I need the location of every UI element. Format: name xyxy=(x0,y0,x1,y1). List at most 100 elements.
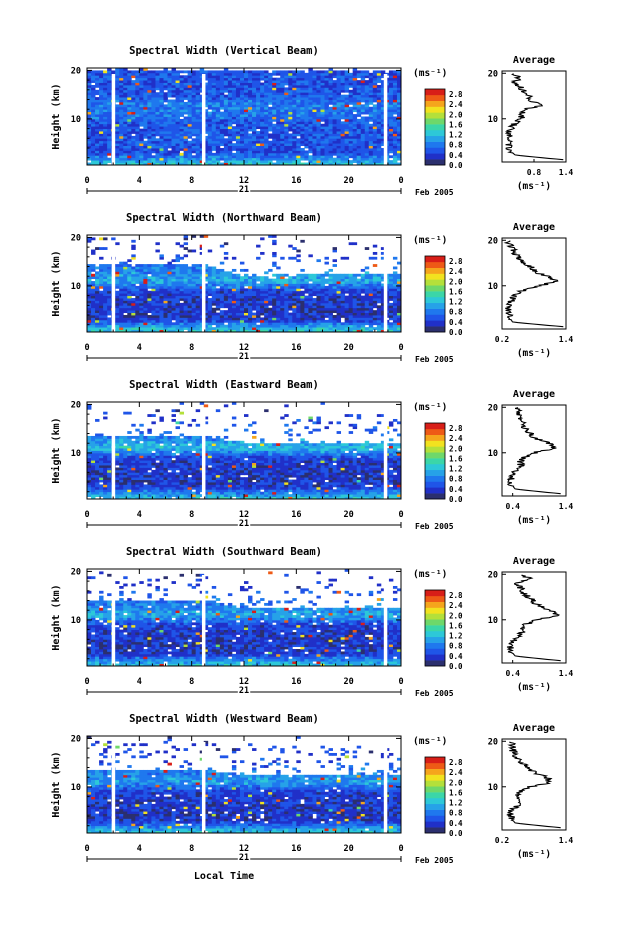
heatmap-cell xyxy=(199,135,205,139)
heatmap-cell xyxy=(260,160,265,163)
heatmap-cell xyxy=(304,72,309,76)
heatmap-cell xyxy=(288,94,293,98)
heatmap-cell xyxy=(159,109,164,113)
heatmap-cell xyxy=(139,133,144,137)
heatmap-cell xyxy=(332,89,337,93)
heatmap-cell xyxy=(368,322,374,326)
heatmap-cell xyxy=(199,87,205,91)
heatmap-cell xyxy=(284,160,289,163)
heatmap-cell xyxy=(171,92,176,96)
heatmap-cell xyxy=(227,295,233,299)
heatmap-cell xyxy=(288,77,293,81)
heatmap-cell xyxy=(284,327,289,330)
heatmap-cell xyxy=(155,319,160,323)
heatmap-cell xyxy=(256,310,261,313)
heatmap-cell xyxy=(372,97,378,100)
heatmap-cell xyxy=(308,77,313,81)
heatmap-cell xyxy=(364,152,370,156)
heatmap-cell xyxy=(135,145,140,149)
heatmap-cell xyxy=(207,293,213,297)
heatmap-cell xyxy=(139,104,144,108)
heatmap-cell xyxy=(95,317,100,321)
heatmap-cell xyxy=(280,114,285,117)
heatmap-cell xyxy=(304,278,309,282)
heatmap-cell xyxy=(191,148,197,151)
heatmap-cell xyxy=(364,319,370,323)
heatmap-cell xyxy=(376,89,382,93)
heatmap-cell xyxy=(348,298,354,301)
heatmap-cell xyxy=(344,319,350,323)
heatmap-cell xyxy=(300,281,305,284)
heatmap-cell xyxy=(372,264,378,267)
heatmap-cell xyxy=(127,121,132,125)
heatmap-cell xyxy=(207,80,213,83)
heatmap-cell xyxy=(328,327,333,330)
heatmap-cell xyxy=(223,300,229,304)
heatmap-cell xyxy=(300,317,305,321)
heatmap-cell xyxy=(280,84,285,88)
heatmap-cell xyxy=(268,312,273,316)
heatmap-cell xyxy=(252,298,257,301)
heatmap-cell xyxy=(252,75,257,79)
heatmap-cell xyxy=(159,104,164,108)
heatmap-cell xyxy=(203,312,209,316)
heatmap-cell xyxy=(288,307,293,311)
heatmap-cell xyxy=(195,70,201,74)
heatmap-cell xyxy=(312,77,317,81)
heatmap-cell xyxy=(179,152,185,156)
heatmap-cell xyxy=(107,131,112,134)
heatmap-cell xyxy=(336,114,342,117)
heatmap-cell xyxy=(183,118,189,122)
heatmap-cell xyxy=(163,77,168,81)
heatmap-cell xyxy=(276,104,281,108)
heatmap-cell xyxy=(344,290,350,294)
heatmap-cell xyxy=(87,329,92,333)
heatmap-cell xyxy=(360,150,366,154)
heatmap-cell xyxy=(244,305,249,309)
heatmap-cell xyxy=(235,92,241,96)
heatmap-cell xyxy=(239,162,245,166)
heatmap-cell xyxy=(244,278,249,282)
heatmap-cell xyxy=(215,327,221,330)
heatmap-cell xyxy=(191,111,197,115)
heatmap-cell xyxy=(131,273,136,277)
heatmap-cell xyxy=(380,97,386,100)
heatmap-cell xyxy=(123,145,128,149)
heatmap-cell xyxy=(203,128,209,132)
heatmap-cell xyxy=(107,70,112,74)
heatmap-cell xyxy=(159,307,164,311)
heatmap-cell xyxy=(324,155,329,159)
heatmap-cell xyxy=(167,150,172,154)
heatmap-cell xyxy=(203,101,209,105)
heatmap-cell xyxy=(260,317,265,321)
heatmap-cell xyxy=(231,116,237,120)
heatmap-cell xyxy=(119,276,124,280)
heatmap-cell xyxy=(155,152,160,156)
heatmap-cell xyxy=(244,106,249,110)
heatmap-cell xyxy=(211,72,217,76)
heatmap-cell xyxy=(340,290,346,294)
heatmap-cell xyxy=(268,293,273,297)
heatmap-cell xyxy=(87,116,92,120)
heatmap-cell xyxy=(239,293,245,297)
heatmap-cell xyxy=(376,121,382,125)
heatmap-cell xyxy=(376,319,382,323)
heatmap-cell xyxy=(364,283,370,287)
heatmap-cell xyxy=(203,111,209,115)
heatmap-cell xyxy=(231,293,237,297)
heatmap-cell xyxy=(248,160,253,163)
heatmap-cell xyxy=(244,77,249,81)
heatmap-cell xyxy=(292,121,297,125)
heatmap-cell xyxy=(348,312,354,316)
heatmap-cell xyxy=(252,111,257,115)
heatmap-cell xyxy=(336,152,342,156)
heatmap-cell xyxy=(151,305,156,309)
heatmap-cell xyxy=(388,114,394,117)
heatmap-cell xyxy=(107,114,112,117)
heatmap-cell xyxy=(268,157,273,161)
heatmap-cell xyxy=(248,94,253,98)
heatmap-cell xyxy=(392,150,398,154)
heatmap-cell xyxy=(107,264,112,267)
heatmap-cell xyxy=(312,310,317,313)
heatmap-cell xyxy=(231,155,237,159)
